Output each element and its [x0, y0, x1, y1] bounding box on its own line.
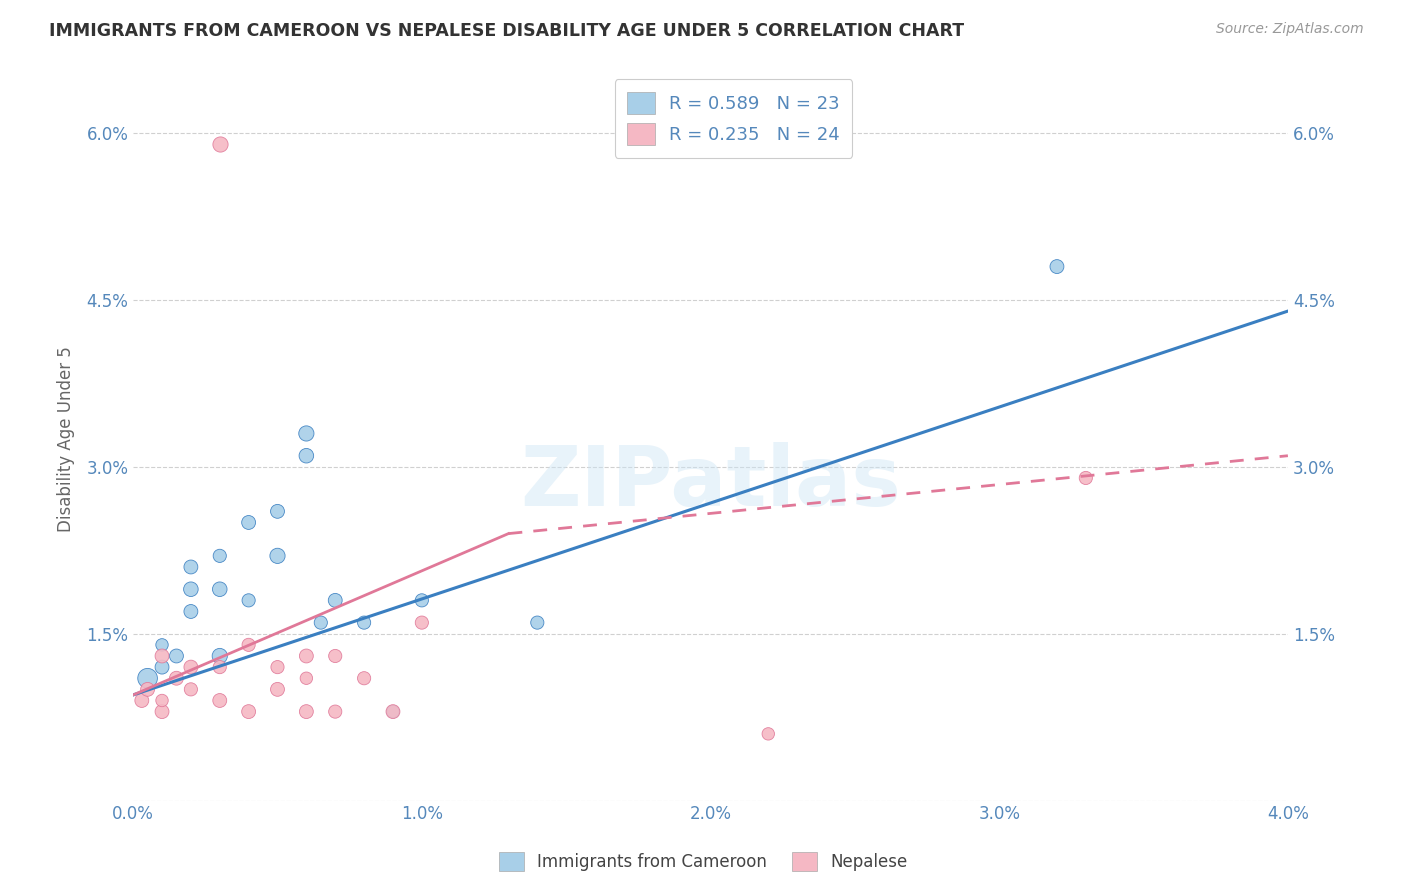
Point [295, 705, 318, 719]
Legend: Immigrants from Cameroon, Nepalese: Immigrants from Cameroon, Nepalese [491, 843, 915, 880]
Point [266, 549, 288, 563]
Point [166, 671, 188, 685]
Point [756, 727, 779, 741]
Point [1046, 260, 1069, 274]
Point [180, 605, 202, 619]
Point [238, 516, 260, 530]
Point [166, 648, 188, 663]
Point [381, 705, 404, 719]
Point [208, 582, 231, 597]
Point [295, 449, 318, 463]
Point [180, 560, 202, 574]
Point [150, 648, 173, 663]
Point [266, 660, 288, 674]
Point [295, 671, 318, 685]
Point [1074, 471, 1097, 485]
Point [353, 671, 375, 685]
Point [208, 648, 231, 663]
Point [238, 705, 260, 719]
Point [353, 615, 375, 630]
Point [150, 693, 173, 707]
Point [266, 504, 288, 518]
Text: ZIPatlas: ZIPatlas [520, 442, 901, 523]
Point [180, 660, 202, 674]
Point [238, 593, 260, 607]
Text: IMMIGRANTS FROM CAMEROON VS NEPALESE DISABILITY AGE UNDER 5 CORRELATION CHART: IMMIGRANTS FROM CAMEROON VS NEPALESE DIS… [49, 22, 965, 40]
Point [131, 693, 153, 707]
Point [150, 638, 173, 652]
Point [381, 705, 404, 719]
Point [208, 693, 231, 707]
Point [180, 582, 202, 597]
Point [526, 615, 548, 630]
Legend: R = 0.589   N = 23, R = 0.235   N = 24: R = 0.589 N = 23, R = 0.235 N = 24 [614, 79, 852, 158]
Point [208, 137, 231, 152]
Point [208, 549, 231, 563]
Point [266, 682, 288, 697]
Point [323, 593, 346, 607]
Point [309, 615, 332, 630]
Point [180, 682, 202, 697]
Point [150, 660, 173, 674]
Text: Source: ZipAtlas.com: Source: ZipAtlas.com [1216, 22, 1364, 37]
Point [208, 660, 231, 674]
Y-axis label: Disability Age Under 5: Disability Age Under 5 [58, 346, 75, 532]
Point [411, 615, 433, 630]
Point [411, 593, 433, 607]
Point [238, 638, 260, 652]
Point [136, 682, 159, 697]
Point [323, 705, 346, 719]
Point [295, 648, 318, 663]
Point [295, 426, 318, 441]
Point [150, 705, 173, 719]
Point [323, 648, 346, 663]
Point [136, 671, 159, 685]
